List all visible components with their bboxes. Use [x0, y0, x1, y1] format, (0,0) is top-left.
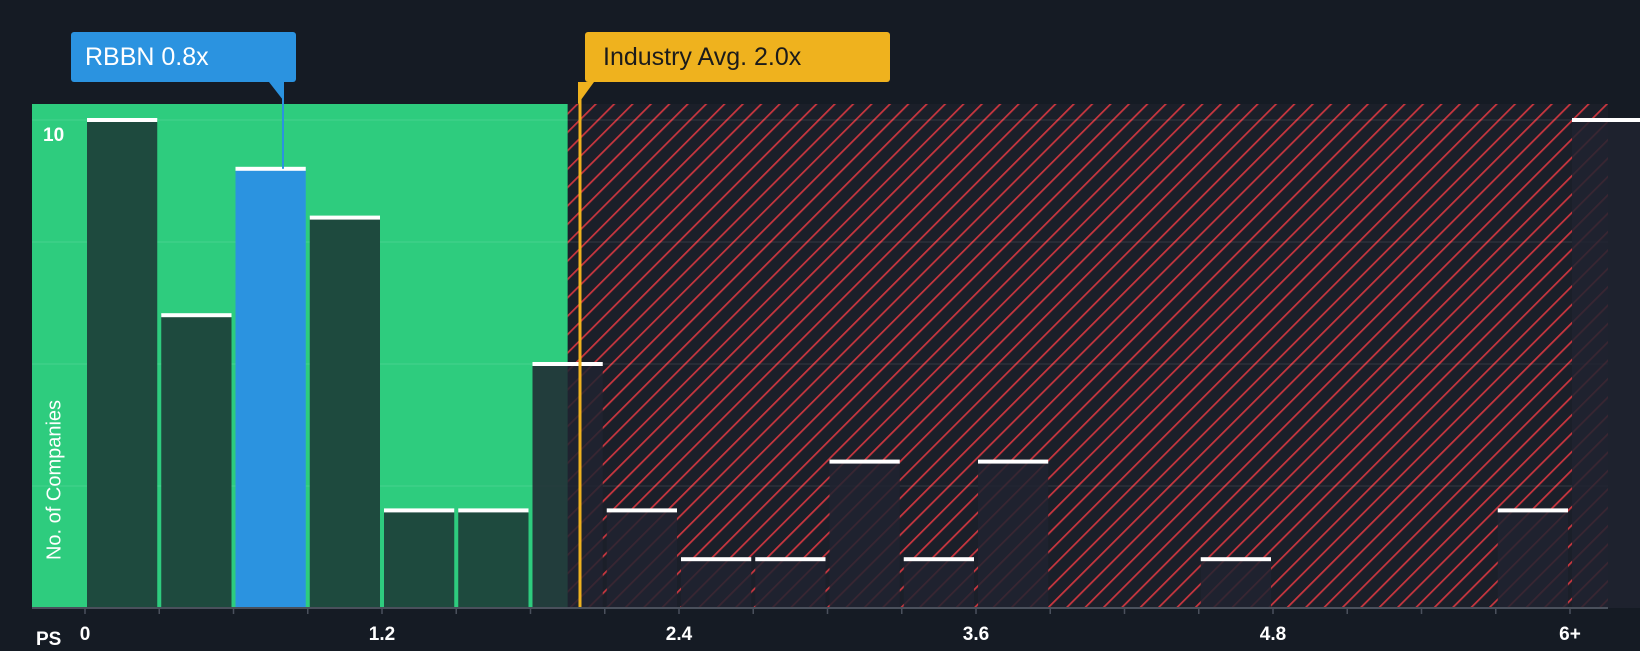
bar-cap	[384, 508, 454, 512]
x-tick-label: 1.2	[369, 624, 395, 645]
histogram-bar	[978, 462, 1048, 608]
bar-cap	[161, 313, 231, 317]
bar-cap	[607, 508, 677, 512]
histogram-bar	[1201, 559, 1271, 608]
bar-cap	[755, 557, 825, 561]
histogram-bar	[236, 169, 306, 608]
histogram-bar	[904, 559, 974, 608]
x-tick-label: 4.8	[1260, 624, 1286, 645]
y-axis-label: No. of Companies	[44, 400, 67, 560]
histogram-bar	[87, 120, 157, 608]
company-ps-callout: RBBN 0.8x	[71, 32, 296, 82]
overvalued-zone	[568, 104, 1608, 608]
histogram-bar	[755, 559, 825, 608]
histogram-bar	[681, 559, 751, 608]
ps-histogram-chart: 0 1.2 2.4 3.6 4.8 6+	[0, 0, 1640, 650]
bar-cap	[978, 460, 1048, 464]
bar-cap	[1572, 118, 1640, 122]
histogram-bar	[1572, 120, 1640, 608]
company-callout-pointer	[269, 82, 283, 100]
histogram-bar	[384, 510, 454, 608]
bar-cap	[533, 362, 603, 366]
bar-cap	[830, 460, 900, 464]
bar-cap	[87, 118, 157, 122]
x-tick-label: 2.4	[666, 624, 693, 645]
x-tick-label: 6+	[1559, 624, 1581, 645]
bar-cap	[310, 216, 380, 220]
industry-average-callout: Industry Avg. 2.0x	[585, 32, 890, 82]
bar-cap	[1201, 557, 1271, 561]
bar-cap	[458, 508, 528, 512]
histogram-bar	[1498, 510, 1568, 608]
bar-cap	[904, 557, 974, 561]
bar-cap	[1498, 508, 1568, 512]
histogram-bar	[161, 315, 231, 608]
histogram-bar	[830, 462, 900, 608]
histogram-bar	[310, 218, 380, 608]
x-tick-label: 3.6	[963, 624, 989, 645]
histogram-bar	[533, 364, 603, 608]
x-axis-label: PS	[36, 629, 61, 651]
histogram-bar	[458, 510, 528, 608]
y-tick-label: 10	[43, 125, 64, 147]
bar-cap	[236, 167, 306, 171]
histogram-bar	[607, 510, 677, 608]
x-tick-label: 0	[80, 624, 91, 645]
bar-cap	[681, 557, 751, 561]
